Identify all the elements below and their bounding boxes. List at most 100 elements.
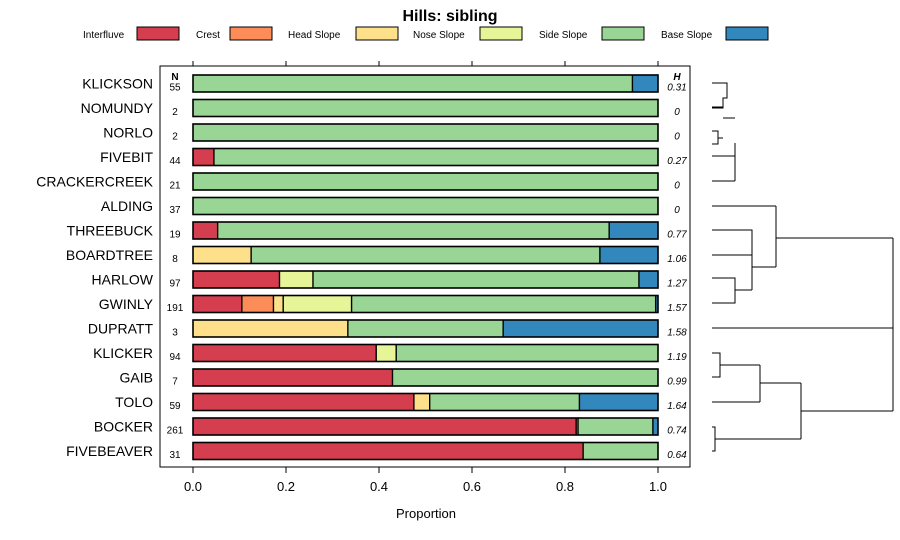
h-value: 0.64 — [667, 450, 687, 461]
n-value: 31 — [169, 450, 181, 461]
bar-segment — [193, 271, 280, 288]
x-tick-label: 0.0 — [184, 479, 202, 494]
bar-outline — [192, 319, 659, 338]
bar-outline — [192, 343, 659, 363]
legend-swatch — [479, 26, 523, 41]
legend-swatch — [136, 26, 180, 41]
legend-label: Head Slope — [288, 30, 341, 41]
bar-segment — [213, 148, 659, 166]
n-value: 7 — [172, 377, 178, 388]
bar-segment — [413, 393, 430, 411]
row-label: ALDING — [101, 198, 153, 214]
bar-segment — [609, 222, 658, 239]
h-value: 1.19 — [667, 352, 687, 363]
legend-swatch — [355, 26, 399, 41]
bar-outline — [192, 74, 659, 93]
row-label: TOLO — [115, 394, 153, 410]
bar-segment — [193, 418, 577, 435]
dendrogram-branch — [712, 130, 719, 145]
bar-segment — [503, 320, 658, 337]
bar-segment — [217, 222, 610, 239]
legend: Interfluve Crest Head Slope Nose Slope Side … — [83, 26, 769, 41]
row-label: KLICKER — [93, 345, 153, 361]
bar-segment — [578, 418, 653, 435]
row-label: KLICKSON — [82, 76, 153, 92]
bar-segment — [576, 418, 579, 435]
bar-outline — [192, 441, 659, 461]
n-value: 59 — [169, 401, 181, 412]
n-value: 19 — [169, 230, 181, 241]
row-label: BOCKER — [94, 419, 153, 435]
bar-segment — [193, 442, 584, 460]
bar-outline — [192, 172, 659, 191]
bar-outline — [192, 98, 659, 118]
legend-label: Crest — [196, 30, 220, 41]
n-value: 2 — [172, 107, 178, 118]
plot-panel — [159, 65, 691, 468]
legend-swatch — [229, 26, 273, 41]
h-value: 1.06 — [667, 254, 687, 265]
h-value: 1.57 — [667, 303, 687, 314]
h-value: 0.74 — [667, 426, 687, 437]
bar-segment — [251, 246, 600, 264]
x-tick-label: 0.6 — [463, 479, 481, 494]
bar-segment — [579, 393, 658, 411]
row-label: NOMUNDY — [81, 100, 154, 116]
legend-label: Nose Slope — [413, 30, 465, 41]
bar-segment — [193, 173, 658, 190]
legend-label: Base Slope — [661, 30, 713, 41]
bar-outline — [192, 196, 659, 216]
bar-outline — [192, 245, 659, 265]
bar-segment — [193, 246, 252, 264]
n-value: 97 — [169, 279, 181, 290]
x-axis: 0.0 0.2 0.4 0.6 0.8 1.0 — [184, 61, 667, 494]
bar-segment — [193, 75, 633, 92]
bar-segment — [599, 246, 658, 264]
row-label: GAIB — [120, 370, 153, 386]
bar-segment — [583, 442, 658, 460]
h-value: 0.31 — [667, 83, 686, 94]
bar-outline — [192, 147, 659, 167]
bar-segment — [655, 295, 658, 313]
bar-segment — [193, 222, 218, 239]
n-value: 2 — [172, 132, 178, 143]
bar-segment — [241, 295, 274, 313]
h-value: 0 — [674, 205, 680, 216]
bar-outline — [192, 221, 659, 240]
n-value: 94 — [169, 352, 181, 363]
n-value: 261 — [167, 426, 184, 437]
dendrogram-branch — [712, 352, 721, 378]
legend-swatch — [601, 26, 645, 41]
legend-swatch — [725, 26, 769, 41]
bar-segment — [193, 295, 242, 313]
row-label: FIVEBEAVER — [66, 443, 153, 459]
n-value: 3 — [172, 328, 178, 339]
bar-outline — [192, 417, 659, 436]
bar-outline — [192, 368, 659, 387]
dendrogram-branch — [712, 82, 728, 109]
bar-segment — [193, 369, 393, 386]
bar-segment — [347, 320, 504, 337]
row-label: NORLO — [103, 125, 153, 141]
bar-segment — [351, 295, 656, 313]
bar-segment — [193, 344, 377, 362]
n-value: 55 — [169, 83, 181, 94]
h-value: 0 — [674, 132, 680, 143]
bar-segment — [396, 344, 658, 362]
bar-segment — [193, 124, 658, 141]
bar-segment — [193, 393, 414, 411]
bar-segment — [392, 369, 658, 386]
bar-outline — [192, 294, 659, 314]
bar-segment — [283, 295, 352, 313]
bar-outline — [192, 270, 659, 289]
row-labels: KLICKSON NOMUNDY NORLO FIVEBIT CRACKERCREEK A… — [36, 76, 153, 460]
bar-segment — [279, 271, 313, 288]
x-axis-label: Proportion — [396, 506, 456, 521]
row-label: CRACKERCREEK — [36, 174, 153, 190]
n-value: 8 — [172, 254, 178, 265]
bar-outline — [192, 392, 659, 412]
h-value: 0.99 — [667, 377, 687, 388]
h-value: 1.27 — [667, 279, 687, 290]
n-value: 37 — [169, 205, 181, 216]
